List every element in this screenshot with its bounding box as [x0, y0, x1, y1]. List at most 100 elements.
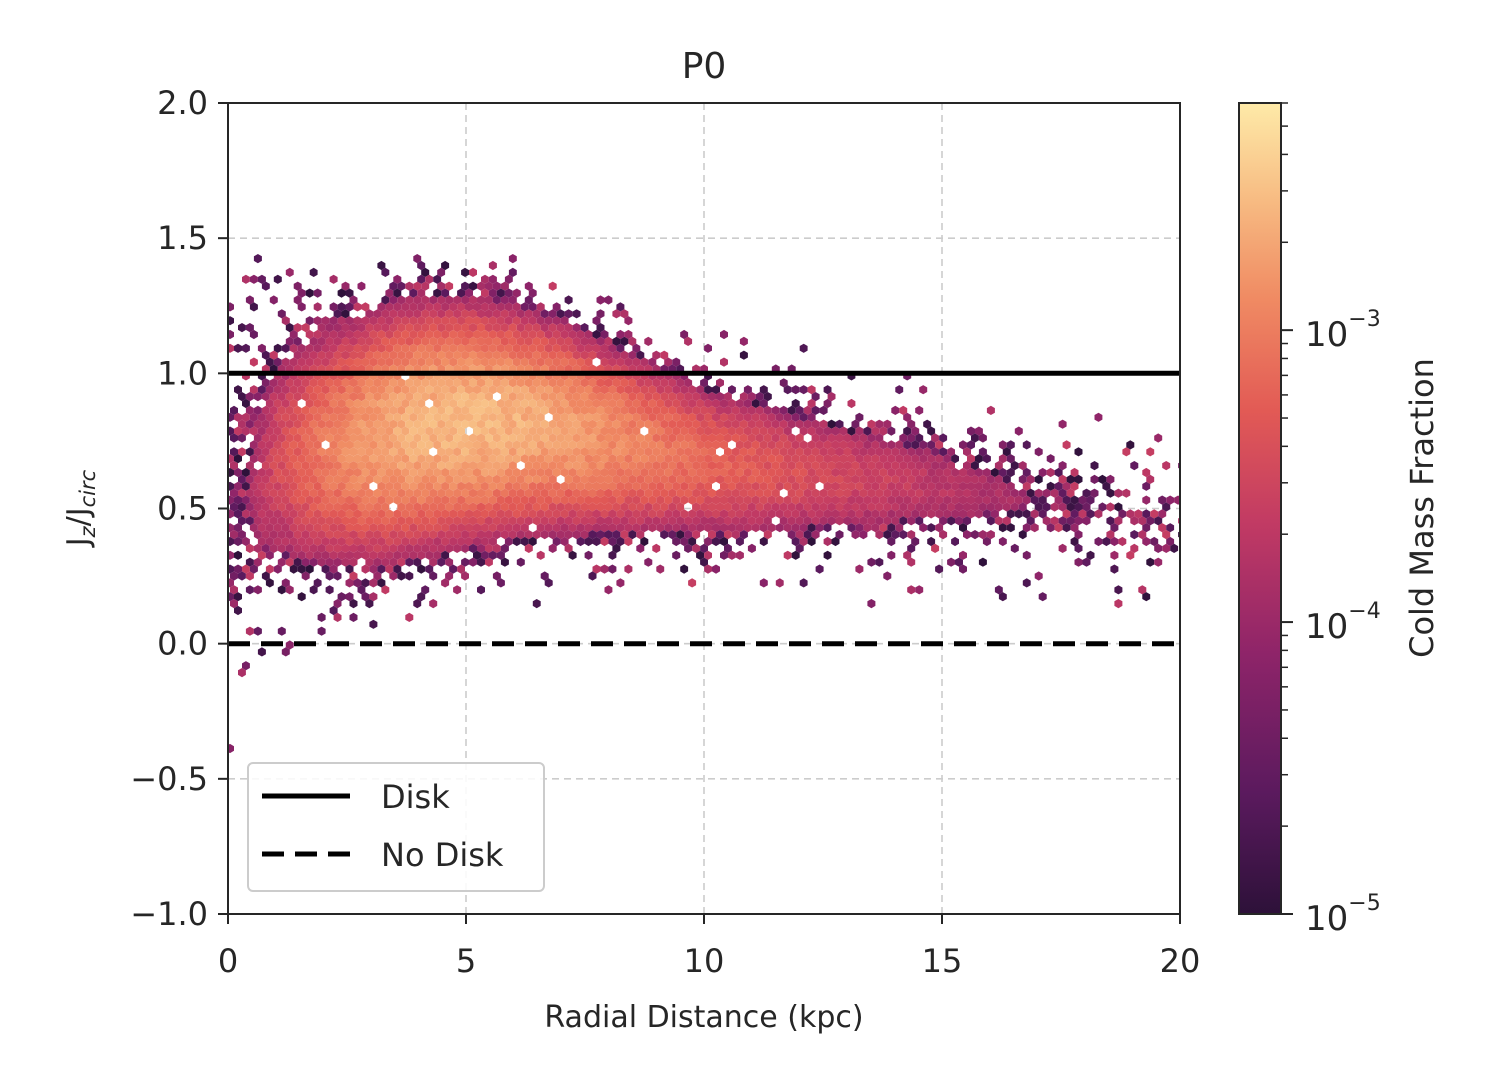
hexbin-cell-401 [492, 350, 501, 360]
hexbin-cell-131 [413, 309, 422, 319]
hexbin-cell-1983 [437, 488, 446, 498]
hexbin-cell-1760 [333, 474, 342, 484]
hexbin-cell-1486 [536, 454, 545, 464]
hexbin-cell-1772 [429, 474, 438, 484]
hexbin-cell-1986 [461, 488, 469, 498]
hexbin-cell-2167 [1022, 495, 1031, 505]
hexbin-cell-370 [616, 343, 625, 353]
hexbin-cell-2383 [982, 509, 991, 519]
hexbin-cell-212 [437, 323, 446, 333]
hexbin-cell-2172 [1070, 495, 1079, 505]
hexbin-cell-162 [345, 316, 354, 326]
hexbin-cell-2048 [963, 488, 971, 498]
hexbin-cell-721 [285, 392, 294, 402]
hexbin-cell-1497 [624, 454, 633, 464]
hexbin-cell-2272 [986, 502, 995, 512]
hexbin-cell-1758 [317, 474, 326, 484]
hexbin-cell-2253 [835, 502, 844, 512]
hexbin-cell-1736 [967, 467, 975, 478]
hexbin-cell-1241 [787, 433, 796, 443]
hexbin-cell-1363 [317, 447, 326, 457]
hexbin-cell-1346 [967, 440, 975, 450]
hexbin-cell-2136 [775, 495, 784, 505]
hexbin-cell-1613 [795, 461, 804, 471]
hexbin-cell-421 [660, 350, 669, 360]
hexbin-cell-1734 [951, 467, 959, 478]
hexbin-cell-2797 [524, 543, 533, 553]
hexbin-cell-974 [616, 412, 625, 422]
hexbin-cell-244 [377, 329, 386, 340]
hexbin-cell-948 [401, 412, 410, 422]
hexbin-cell-2427 [445, 516, 454, 526]
hexbin-cell-2743 [735, 536, 744, 547]
hexbin-cell-1515 [767, 454, 776, 464]
hexbin-cell-1230 [700, 433, 708, 443]
hexbin-cell-1961 [261, 488, 270, 498]
hexbin-cell-91 [249, 302, 258, 312]
hexbin-cell-417 [620, 350, 629, 360]
hexbin-cell-2270 [971, 502, 979, 512]
hexbin-cell-671 [449, 385, 458, 395]
hexbin-cell-2404 [261, 516, 270, 526]
hexbin-cell-2569 [735, 523, 744, 533]
hexbin-cell-272 [600, 329, 609, 340]
hexbin-cell-371 [632, 343, 641, 353]
hexbin-cell-709 [791, 385, 800, 395]
hexbin-cell-1673 [465, 467, 473, 478]
hexbin-cell-2271 [978, 502, 987, 512]
hexbin-cell-1914 [720, 481, 728, 491]
hexbin-cell-2739 [688, 536, 697, 547]
hexbin-cell-600 [357, 378, 366, 388]
hexbin-cell-1662 [377, 467, 386, 478]
hexbin-cell-2575 [783, 523, 792, 533]
hexbin-cell-1382 [477, 447, 485, 457]
hexbin-cell-912 [747, 405, 756, 415]
hexbin-cell-312 [572, 336, 581, 346]
hexbin-cell-2182 [253, 502, 262, 512]
hexbin-cell-1847 [1058, 474, 1067, 484]
hexbin-cell-473 [672, 357, 681, 367]
hexbin-cell-2485 [915, 516, 924, 526]
hexbin-cell-1166 [903, 426, 912, 436]
hexbin-cell-1784 [524, 474, 533, 484]
hexbin-cell-2508 [234, 523, 242, 533]
hexbin-cell-90 [228, 302, 234, 312]
hexbin-cell-645 [234, 385, 242, 395]
hexbin-cell-2204 [437, 502, 446, 512]
hexbin-cell-1926 [823, 481, 832, 491]
hexbin-cell-905 [692, 405, 701, 415]
hexbin-cell-1452 [265, 454, 274, 464]
hexbin-cell-2969 [377, 578, 386, 588]
hexbin-cell-1774 [445, 474, 454, 484]
hexbin-cell-348 [441, 343, 450, 353]
hexbin-cell-916 [779, 405, 788, 415]
hexbin-cell-1610 [771, 461, 780, 471]
hexbin-cell-1549 [277, 461, 286, 471]
hexbin-cell-2031 [827, 488, 836, 498]
hexbin-cell-2714 [425, 536, 434, 547]
hexbin-cell-1100 [345, 426, 354, 436]
hexbin-cell-1927 [831, 481, 840, 491]
hexbin-cell-1457 [305, 454, 314, 464]
hexbin-cell-2638 [508, 530, 517, 540]
hexbin-cell-176 [457, 316, 465, 326]
hexbin-cell-964 [528, 412, 537, 422]
hexbin-cell-1180 [301, 433, 310, 443]
hexbin-cell-130 [405, 309, 414, 319]
hexbin-cell-2588 [919, 523, 928, 533]
hexbin-cell-180 [488, 316, 497, 326]
hexbin-cell-1715 [799, 467, 808, 478]
hexbin-cell-1152 [775, 426, 784, 436]
hexbin-cell-2453 [652, 516, 661, 526]
colorbar-tick-label-0: 10−5 [1305, 891, 1381, 939]
hexbin-cell-59 [481, 288, 489, 298]
hexbin-cell-1043 [564, 419, 573, 429]
hexbin-cell-1851 [1098, 474, 1107, 484]
hexbin-cell-2684 [1074, 530, 1083, 540]
hexbin-cell-2111 [576, 495, 585, 505]
hexbin-cell-1161 [855, 426, 864, 436]
hexbin-cell-1390 [540, 447, 549, 457]
hexbin-cell-1433 [891, 447, 900, 457]
hexbin-cell-1140 [680, 426, 689, 436]
hexbin-cell-167 [385, 316, 394, 326]
